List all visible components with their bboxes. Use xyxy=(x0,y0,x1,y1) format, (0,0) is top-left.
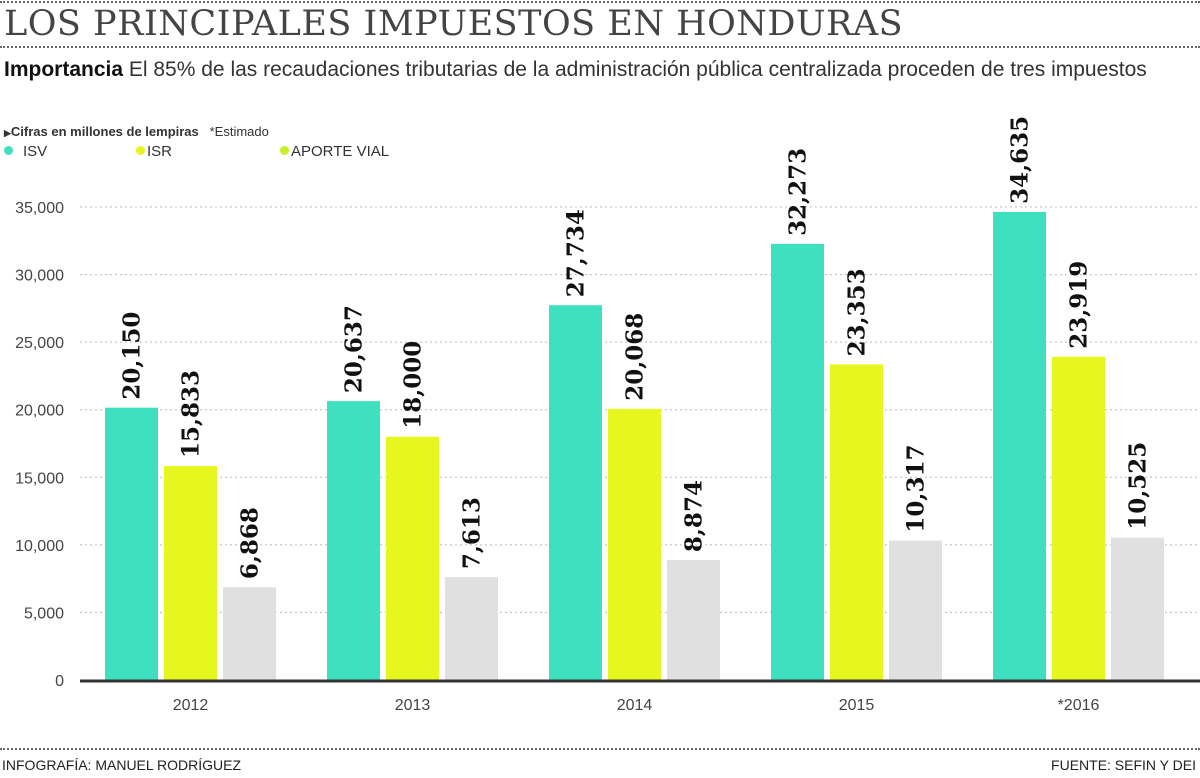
units-note: Cifras en millones de lempiras xyxy=(10,124,199,139)
page-title: LOS PRINCIPALES IMPUESTOS EN HONDURAS xyxy=(4,4,904,44)
data-label: 7,613 xyxy=(459,497,486,569)
bar-isv xyxy=(549,305,602,680)
x-tick-label: 2012 xyxy=(173,697,209,714)
data-label: 23,919 xyxy=(1066,261,1093,349)
bar-isr xyxy=(608,408,661,680)
footer-divider xyxy=(0,748,1200,750)
data-label: 27,734 xyxy=(563,209,590,297)
top-divider xyxy=(0,1,1200,3)
x-tick-label: 2013 xyxy=(395,697,431,714)
y-tick-label: 0 xyxy=(55,673,64,690)
source: FUENTE: SEFIN Y DEI xyxy=(1051,757,1196,773)
data-label: 8,874 xyxy=(681,480,708,552)
legend-label: ISR xyxy=(147,143,173,160)
legend-item-aporte-vial: APORTE VIAL xyxy=(280,143,389,160)
y-tick-label: 5,000 xyxy=(24,605,64,622)
legend-dot-icon xyxy=(136,146,145,155)
x-tick-label: 2014 xyxy=(617,697,653,714)
bar-isr xyxy=(830,364,883,680)
bar-isv xyxy=(105,407,158,680)
bar-isr xyxy=(164,466,217,680)
bar-aporte-vial xyxy=(667,560,720,680)
notes: ▶Cifras en millones de lempiras *Estimad… xyxy=(4,124,269,139)
x-tick-label: 2015 xyxy=(839,697,875,714)
subtitle-lead: Importancia xyxy=(4,58,124,81)
credit: INFOGRAFÍA: MANUEL RODRÍGUEZ xyxy=(2,757,242,773)
data-label: 6,868 xyxy=(237,507,264,579)
legend-label: APORTE VIAL xyxy=(291,143,390,160)
legend-item-isv: ISV xyxy=(4,143,47,160)
bar-aporte-vial xyxy=(223,587,276,680)
legend-dot-icon xyxy=(4,146,13,155)
y-tick-label: 35,000 xyxy=(15,200,64,217)
subtitle: Importancia El 85% de las recaudaciones … xyxy=(4,57,1194,83)
bar-isv xyxy=(327,401,380,680)
subtitle-text: El 85% de las recaudaciones tributarias … xyxy=(128,58,1147,81)
bar-isv xyxy=(771,243,824,680)
bar-isr xyxy=(386,436,439,680)
data-label: 32,273 xyxy=(785,148,812,236)
data-label: 20,150 xyxy=(119,312,146,400)
bar-isv xyxy=(993,211,1046,680)
bar-isr xyxy=(1052,356,1105,680)
bar-aporte-vial xyxy=(445,577,498,680)
triangle-icon: ▶ xyxy=(4,128,11,138)
y-tick-label: 20,000 xyxy=(15,403,64,420)
legend-item-isr: ISR xyxy=(136,143,172,160)
y-tick-label: 15,000 xyxy=(15,470,64,487)
data-label: 23,353 xyxy=(844,268,871,356)
bar-aporte-vial xyxy=(889,540,942,680)
y-tick-label: 10,000 xyxy=(15,538,64,555)
data-label: 20,637 xyxy=(341,305,368,393)
data-label: 15,833 xyxy=(178,370,205,458)
data-label: 34,635 xyxy=(1007,116,1034,204)
bar-aporte-vial xyxy=(1111,537,1164,680)
y-tick-label: 30,000 xyxy=(15,268,64,285)
y-tick-label: 25,000 xyxy=(15,335,64,352)
data-label: 10,317 xyxy=(903,445,930,533)
estimate-note: *Estimado xyxy=(209,124,269,139)
data-label: 20,068 xyxy=(622,313,649,401)
data-label: 10,525 xyxy=(1125,442,1152,530)
legend-dot-icon xyxy=(280,146,289,155)
legend-label: ISV xyxy=(23,143,48,160)
data-label: 18,000 xyxy=(400,341,427,429)
title-divider xyxy=(0,46,1200,48)
x-tick-label: *2016 xyxy=(1058,697,1100,714)
